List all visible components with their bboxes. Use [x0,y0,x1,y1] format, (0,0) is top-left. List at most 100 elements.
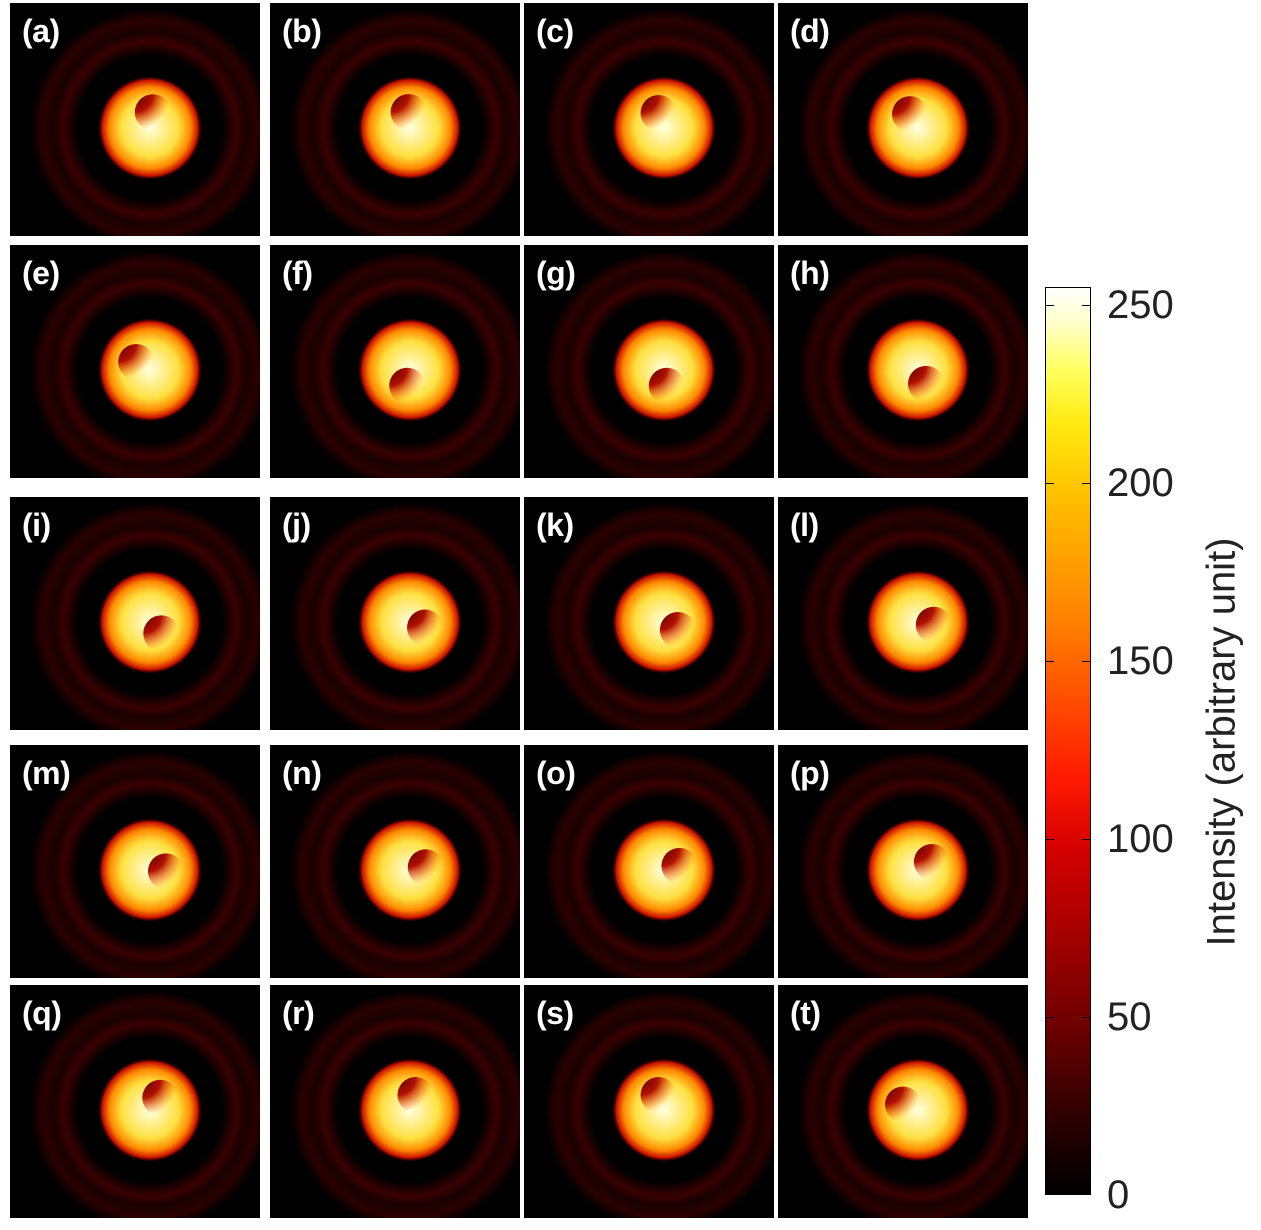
colorbar-tick-label: 150 [1107,638,1174,683]
beam-panel: (r) [270,985,520,1218]
panel-label: (r) [282,995,315,1031]
vortex-core [648,367,685,404]
beam-image [778,3,1028,236]
beam-image [10,245,260,478]
colorbar-tick [1082,838,1090,841]
beam-image [10,3,260,236]
beam-image [778,985,1028,1218]
vortex-core [884,1086,921,1123]
beam-profile-grid: (a) (b) (c) (d) (e) (f) (g) (h) (i) (j) (k) (l) (m) (… [10,3,1028,1218]
beam-image [270,3,520,236]
beam-panel: (s) [524,985,774,1218]
beam-image [524,3,774,236]
beam-panel: (b) [270,3,520,236]
beam-panel: (a) [10,3,260,236]
colorbar-tick [1046,838,1054,841]
colorbar-tick [1082,304,1090,307]
vortex-core [892,96,928,133]
beam-image [270,245,520,478]
panel-label: (c) [536,13,574,49]
colorbar-tick [1046,660,1054,663]
vortex-core [142,1079,179,1116]
panel-label: (h) [790,255,830,291]
beam-image [778,497,1028,730]
vortex-core [147,853,184,890]
vortex-core [908,365,944,402]
panel-label: (e) [22,255,60,291]
panel-label: (s) [536,995,574,1031]
vortex-core [389,367,426,404]
panel-label: (d) [790,13,830,49]
beam-image [778,745,1028,978]
beam-image [524,985,774,1218]
panel-label: (q) [22,995,62,1031]
vortex-core [661,847,698,884]
vortex-core [640,1076,677,1113]
beam-image [524,497,774,730]
colorbar-title: Intensity (arbitrary unit) [1199,537,1244,947]
beam-panel: (j) [270,497,520,730]
beam-panel: (q) [10,985,260,1218]
beam-image [270,497,520,730]
vortex-core [913,844,950,880]
beam-panel: (p) [778,745,1028,978]
beam-panel: (d) [778,3,1028,236]
vortex-core [407,609,444,646]
colorbar-tick [1046,482,1054,485]
beam-panel: (i) [10,497,260,730]
panel-label: (j) [282,507,311,543]
beam-image [778,245,1028,478]
beam-image [524,745,774,978]
vortex-core [134,94,171,131]
beam-image [270,745,520,978]
colorbar-tick [1046,304,1054,307]
colorbar [1045,287,1091,1195]
colorbar-tick-label: 50 [1107,994,1152,1039]
panel-label: (f) [282,255,313,291]
panel-label: (n) [282,755,322,791]
panel-label: (l) [790,507,819,543]
beam-panel: (e) [10,245,260,478]
beam-panel: (l) [778,497,1028,730]
beam-panel: (c) [524,3,774,236]
vortex-core [915,606,952,643]
beam-panel: (m) [10,745,260,978]
panel-label: (o) [536,755,576,791]
panel-label: (t) [790,995,821,1031]
beam-image [10,497,260,730]
vortex-core [397,1076,434,1113]
beam-panel: (t) [778,985,1028,1218]
colorbar-tick [1046,1193,1054,1195]
colorbar-tick-label: 0 [1107,1173,1130,1217]
vortex-core [407,849,444,886]
colorbar-tick [1082,1193,1090,1195]
panel-label: (a) [22,13,60,49]
panel-label: (b) [282,13,322,49]
beam-panel: (n) [270,745,520,978]
colorbar-tick-label: 250 [1107,282,1174,327]
colorbar-tick [1082,660,1090,663]
beam-panel: (k) [524,497,774,730]
panel-label: (g) [536,255,576,291]
colorbar-tick [1082,1016,1090,1019]
beam-image [270,985,520,1218]
panel-label: (m) [22,755,71,791]
colorbar-tick [1046,1016,1054,1019]
beam-panel: (o) [524,745,774,978]
beam-image [10,985,260,1218]
vortex-core [659,612,696,648]
beam-panel: (f) [270,245,520,478]
beam-image [524,245,774,478]
vortex-core [143,615,180,652]
panel-label: (k) [536,507,574,543]
colorbar-tick [1082,482,1090,485]
panel-label: (p) [790,755,830,791]
beam-image [10,745,260,978]
vortex-core [390,94,427,131]
vortex-core [118,344,155,380]
beam-panel: (h) [778,245,1028,478]
vortex-core [640,94,677,131]
beam-panel: (g) [524,245,774,478]
colorbar-tick-label: 200 [1107,460,1174,505]
panel-label: (i) [22,507,51,543]
